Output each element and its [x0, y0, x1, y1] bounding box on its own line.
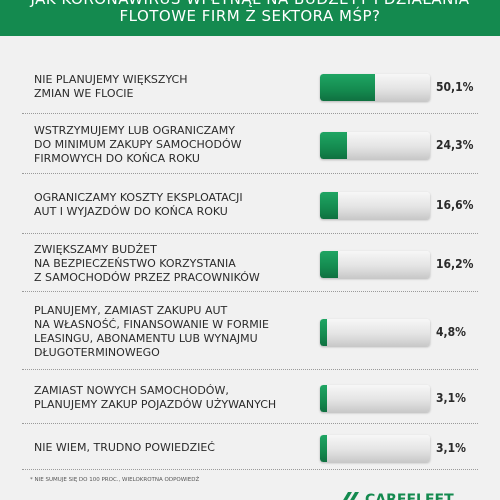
data-label: 50,1%	[436, 80, 474, 94]
bar	[320, 385, 327, 412]
chart-row: Nie planujemy większych zmian we flocie 50…	[22, 60, 478, 114]
category-label-line: długoterminowego	[34, 346, 160, 359]
bar	[320, 251, 338, 278]
category-label: Wstrzymujemy lub ograniczamy do minimum z…	[34, 124, 314, 166]
category-label: Nie wiem, trudno powiedzieć	[34, 441, 314, 455]
chart-row: Planujemy, zamiast zakupu aut na własność…	[22, 294, 478, 370]
chart-title: Jak koronawirus wpłynął na budżety i dzi…	[0, 0, 500, 36]
data-label: 24,3%	[436, 138, 474, 152]
data-label: 3,1%	[436, 391, 466, 405]
chart-row: Zwiększamy budżet na bezpieczeństwo korzy…	[22, 236, 478, 292]
chart-title-line-2: flotowe firm z sektora MŚP?	[119, 7, 381, 25]
category-label-line: na własność, finansowanie w formie	[34, 318, 269, 331]
bar-track	[320, 435, 430, 462]
category-label: Nie planujemy większych zmian we flocie	[34, 73, 314, 101]
category-label-line: na bezpieczeństwo korzystania	[34, 257, 236, 270]
chart-row: Ograniczamy koszty eksploatacji aut i wyj…	[22, 176, 478, 234]
data-label: 4,8%	[436, 325, 466, 339]
category-label-line: leasingu, abonamentu lub wynajmu	[34, 332, 258, 345]
bar	[320, 435, 327, 462]
bar	[320, 132, 347, 159]
carefleet-logo-icon	[343, 492, 359, 500]
category-label-line: Zamiast nowych samochodów,	[34, 384, 229, 397]
bar-track	[320, 319, 430, 346]
bar	[320, 192, 338, 219]
category-label-line: aut i wyjazdów do końca roku	[34, 205, 228, 218]
category-label-line: Ograniczamy koszty eksploatacji	[34, 191, 243, 204]
bar-track	[320, 132, 430, 159]
brand-name: CAREFLEET	[365, 492, 454, 500]
category-label-line: Planujemy, zamiast zakupu aut	[34, 304, 228, 317]
category-label-line: Nie planujemy większych	[34, 73, 188, 86]
bar-track	[320, 251, 430, 278]
bar-track	[320, 192, 430, 219]
bar	[320, 319, 327, 346]
category-label-line: Wstrzymujemy lub ograniczamy	[34, 124, 235, 137]
category-label-line: firmowych do końca roku	[34, 152, 200, 165]
chart-row: Zamiast nowych samochodów, planujemy zaku…	[22, 372, 478, 424]
brand-logo: CAREFLEET	[340, 490, 454, 500]
footnote: * Nie sumuje się do 100 proc., wielokrot…	[30, 477, 200, 483]
category-label-line: do minimum zakupy samochodów	[34, 138, 242, 151]
data-label: 16,2%	[436, 257, 474, 271]
data-label: 16,6%	[436, 198, 474, 212]
bar-track	[320, 385, 430, 412]
category-label-line: Nie wiem, trudno powiedzieć	[34, 441, 215, 454]
category-label: Planujemy, zamiast zakupu aut na własność…	[34, 304, 314, 360]
category-label: Ograniczamy koszty eksploatacji aut i wyj…	[34, 191, 314, 219]
data-label: 3,1%	[436, 441, 466, 455]
category-label: Zamiast nowych samochodów, planujemy zaku…	[34, 384, 314, 412]
category-label: Zwiększamy budżet na bezpieczeństwo korzy…	[34, 243, 314, 285]
chart-row: Wstrzymujemy lub ograniczamy do minimum z…	[22, 116, 478, 174]
chart-row: Nie wiem, trudno powiedzieć 3,1%	[22, 426, 478, 470]
category-label-line: planujemy zakup pojazdów używanych	[34, 398, 277, 411]
category-label-line: z samochodów przez pracowników	[34, 271, 260, 284]
bar-track	[320, 74, 430, 101]
bar	[320, 74, 375, 101]
category-label-line: Zwiększamy budżet	[34, 243, 157, 256]
chart-title-line-1: Jak koronawirus wpłynął na budżety i dzi…	[0, 0, 500, 8]
category-label-line: zmian we flocie	[34, 87, 134, 100]
